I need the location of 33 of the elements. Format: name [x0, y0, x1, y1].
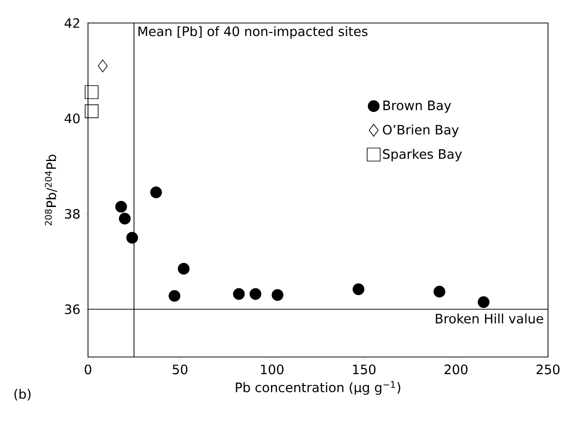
legend-label: O’Brien Bay	[382, 124, 459, 138]
legend-label: Brown Bay	[383, 100, 452, 113]
ref-line-label: Mean [Pb] of 40 non-impacted sites	[138, 26, 368, 39]
point	[84, 104, 99, 118]
point	[126, 232, 138, 244]
point	[250, 288, 262, 300]
x-tick-label: 100	[261, 364, 284, 374]
point	[150, 186, 162, 198]
point	[434, 286, 446, 298]
y-tick-label: 40	[64, 114, 80, 124]
y-tick-label: 36	[64, 304, 80, 314]
point	[115, 200, 127, 213]
point	[478, 296, 490, 308]
legend-label: Sparkes Bay	[383, 148, 462, 162]
text: (b)	[14, 388, 31, 400]
x-axis-title: Pb concentration (μg g$^{−1}$)	[236, 381, 400, 395]
x-tick-label: 50	[172, 364, 188, 374]
point	[352, 283, 364, 296]
ref-line-label: Broken Hill value	[436, 313, 544, 324]
x-tick-label: 0	[84, 364, 92, 374]
y-tick-label: 42	[64, 18, 80, 28]
point	[84, 85, 99, 100]
point	[233, 288, 245, 300]
y-axis-title: $^{208}$Pb/$^{204}$Pb	[44, 154, 58, 226]
point	[178, 262, 190, 275]
point	[272, 289, 284, 301]
point	[98, 60, 108, 72]
x-tick-label: 200	[444, 364, 468, 374]
y-tick-label: 38	[64, 208, 80, 219]
point	[118, 212, 131, 224]
point	[168, 290, 180, 302]
x-tick-label: 150	[353, 364, 376, 374]
x-tick-label: 250	[536, 364, 560, 374]
